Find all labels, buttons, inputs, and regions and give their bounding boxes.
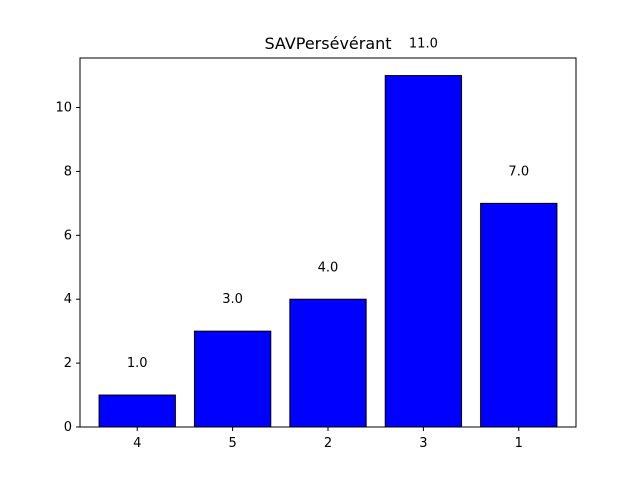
bar-4 <box>98 394 176 428</box>
data-label-5: 3.0 <box>222 292 243 307</box>
data-label-1: 7.0 <box>508 164 529 179</box>
y-tick-label: 10 <box>55 101 72 116</box>
bar-3 <box>384 75 463 428</box>
y-tick-label: 6 <box>64 228 72 243</box>
y-axis: 0 2 4 6 8 10 <box>55 101 80 435</box>
data-label-3: 11.0 <box>409 37 438 52</box>
chart-title: SAVPersévérant <box>264 34 391 53</box>
y-tick-label: 2 <box>64 356 72 371</box>
x-axis: 4 5 2 3 1 <box>133 427 523 451</box>
y-tick-label: 0 <box>64 420 72 435</box>
y-tick-label: 8 <box>64 164 72 179</box>
bar-1 <box>480 202 558 428</box>
bar-5 <box>193 330 272 428</box>
value-labels-layer: 1.0 3.0 4.0 11.0 7.0 <box>127 37 529 371</box>
x-tick-label: 2 <box>324 436 332 451</box>
bars-layer <box>98 75 558 428</box>
data-label-4: 1.0 <box>127 356 148 371</box>
x-tick-label: 1 <box>515 436 523 451</box>
x-tick-label: 5 <box>228 436 236 451</box>
y-tick-label: 4 <box>64 292 72 307</box>
x-tick-label: 4 <box>133 436 141 451</box>
x-tick-label: 3 <box>419 436 427 451</box>
bar-2 <box>289 298 367 428</box>
plot-frame <box>79 57 577 428</box>
data-label-2: 4.0 <box>318 260 339 275</box>
